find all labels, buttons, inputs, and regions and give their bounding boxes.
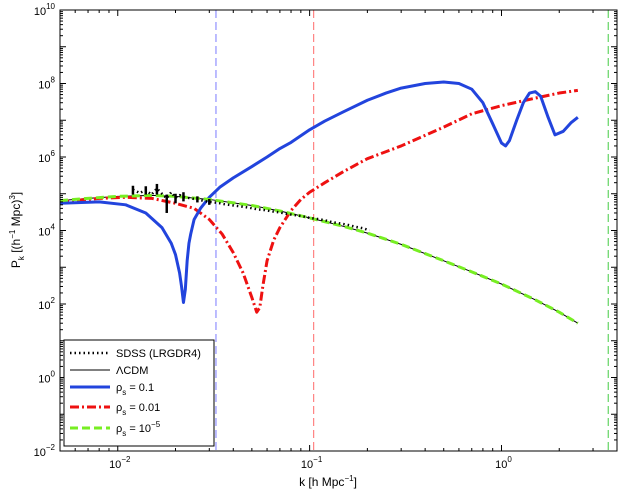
series-line-2 [60,80,579,304]
x-axis-label: k [h Mpc−1] [299,474,357,489]
series-line-0 [132,187,370,232]
y-tick-label: 10−2 [34,443,56,459]
legend-label-sdss: SDSS (LRGDR4) [116,348,201,360]
x-tick-label: 10−2 [109,455,131,471]
y-tick-label: 104 [38,223,55,239]
series-line-4 [60,193,579,325]
legend: SDSS (LRGDR4) ΛCDM ρs = 0.1 ρs = 0.01 ρs… [63,339,215,447]
legend-label-lcdm: ΛCDM [116,365,148,377]
y-axis-label: Pk [(h−1 Mpc)3] [8,192,26,268]
y-tick-label: 100 [38,370,55,386]
legend-label-rho-1e-5: ρs = 10−5 [116,420,161,438]
series-layer [60,80,579,325]
y-tick-label: 108 [38,76,55,92]
y-tick-label: 106 [38,149,55,165]
legend-label-rho-01: ρs = 0.1 [116,382,154,397]
y-tick-label: 1010 [34,2,56,18]
plot-frame [59,9,618,452]
y-tick-label: 102 [38,296,55,312]
x-tick-label: 100 [495,455,512,471]
series-line-3 [60,88,579,314]
tick-labels: 10−2 10−1 100 10−2 100 102 104 106 108 1010 [34,2,513,471]
legend-label-rho-001: ρs = 0.01 [116,402,160,417]
x-tick-label: 10−1 [301,455,323,471]
vertical-reference-lines [215,10,609,451]
